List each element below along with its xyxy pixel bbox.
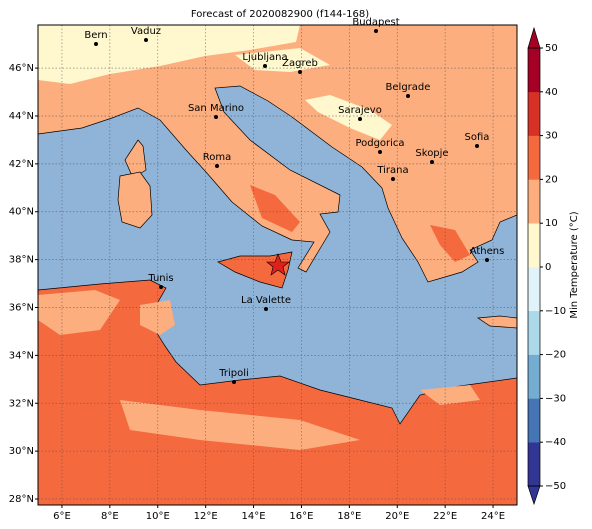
sardinia (117, 171, 153, 229)
city-label: Sarajevo (338, 105, 382, 116)
y-tick-label: 42°N (9, 159, 34, 170)
city-dot (406, 94, 410, 98)
city-label: Skopje (415, 148, 448, 159)
city-dot (263, 64, 267, 68)
y-tick-label: 32°N (9, 398, 34, 409)
warm-patch (430, 225, 470, 262)
colorbar-tick-label: 40 (545, 87, 558, 98)
cold-patch (38, 25, 300, 84)
x-tick-label: 10°E (146, 511, 170, 522)
colorbar-bin (528, 267, 540, 312)
warm-patch (38, 290, 120, 335)
y-tick-label: 36°N (9, 302, 34, 313)
colorbar-bin (528, 223, 540, 268)
colorbar-tick-label: 0 (545, 262, 551, 273)
city-label: Vaduz (131, 26, 161, 37)
city-dot (485, 258, 489, 262)
city-dot (264, 307, 268, 311)
crete (476, 315, 517, 329)
city-dot (475, 144, 479, 148)
city-dot (391, 177, 395, 181)
city-dot (215, 164, 219, 168)
y-tick-label: 34°N (9, 350, 34, 361)
cold-patch (305, 95, 392, 140)
y-tick-label: 46°N (9, 63, 34, 74)
city-label: Roma (203, 152, 232, 163)
city-label: Ljubljana (242, 52, 287, 63)
city-dot (232, 380, 236, 384)
x-tick-label: 6°E (53, 511, 71, 522)
warm-patch (420, 385, 480, 405)
colorbar-tick-label: −30 (545, 393, 566, 404)
colorbar-bin (528, 354, 540, 399)
city-dot (374, 29, 378, 33)
colorbar-bin (528, 179, 540, 224)
city-label: Tunis (147, 273, 173, 284)
y-tick-label: 38°N (9, 255, 34, 266)
x-tick-label: 20°E (385, 511, 409, 522)
city-label: Belgrade (386, 82, 431, 93)
colorbar-tick-label: 30 (545, 131, 558, 142)
colorbar-tick-label: 10 (545, 218, 558, 229)
city-label: Budapest (352, 17, 399, 28)
city-label: La Valette (241, 295, 291, 306)
colorbar-tick-label: −20 (545, 350, 566, 361)
y-tick-label: 28°N (9, 494, 34, 505)
colorbar-tick-label: 20 (545, 174, 558, 185)
x-tick-label: 8°E (101, 511, 119, 522)
city-dot (298, 70, 302, 74)
colorbar-tick-label: −10 (545, 306, 566, 317)
city-dot (378, 150, 382, 154)
city-label: Tripoli (218, 368, 249, 379)
x-tick-label: 14°E (242, 511, 266, 522)
city-dot (159, 285, 163, 289)
x-tick-label: 16°E (289, 511, 313, 522)
colorbar-tick-label: 50 (545, 43, 558, 54)
city-label: Sofia (465, 132, 490, 143)
colorbar-bin (528, 135, 540, 180)
city-dot (214, 115, 218, 119)
marker-star (266, 253, 290, 276)
city-dot (94, 42, 98, 46)
grid (38, 25, 517, 505)
colorbar-bin (528, 442, 540, 487)
city-label: Podgorica (355, 138, 404, 149)
warm-patch (140, 300, 175, 335)
city-label: Zagreb (282, 58, 318, 69)
colorbar-label: Min Temperature (°C) (569, 211, 580, 318)
y-tick-label: 44°N (9, 111, 34, 122)
colorbar-tick-label: −50 (545, 481, 566, 492)
city-label: San Marino (188, 103, 244, 114)
y-tick-label: 30°N (9, 446, 34, 457)
x-tick-label: 24°E (481, 511, 505, 522)
x-tick-label: 18°E (337, 511, 361, 522)
city-dot (144, 38, 148, 42)
city-dot (430, 160, 434, 164)
colorbar: −50 −40 −30 −20 −10 0 10 20 30 40 50 Min Temperatur… (527, 26, 580, 506)
sicily (217, 251, 293, 289)
colorbar-bin (528, 48, 540, 93)
colorbar-bin (528, 91, 540, 136)
y-tick-label: 40°N (9, 207, 34, 218)
colorbar-extend (527, 485, 541, 506)
city-dot (358, 117, 362, 121)
colorbar-tick-label: −40 (545, 437, 566, 448)
city-label: Athens (470, 246, 505, 257)
city-label: Bern (84, 30, 107, 41)
city-label: Tirana (376, 165, 408, 176)
title: Forecast of 2020082900 (f144-168) (191, 9, 369, 20)
warm-patch (250, 185, 300, 232)
x-tick-label: 22°E (433, 511, 457, 522)
warm-patch (120, 400, 360, 450)
frame (37, 24, 518, 506)
x-tick-label: 12°E (194, 511, 218, 522)
colorbar-extend (527, 26, 541, 49)
cold-patch (235, 48, 330, 72)
colorbar-bin (528, 310, 540, 355)
colorbar-bin (528, 398, 540, 443)
